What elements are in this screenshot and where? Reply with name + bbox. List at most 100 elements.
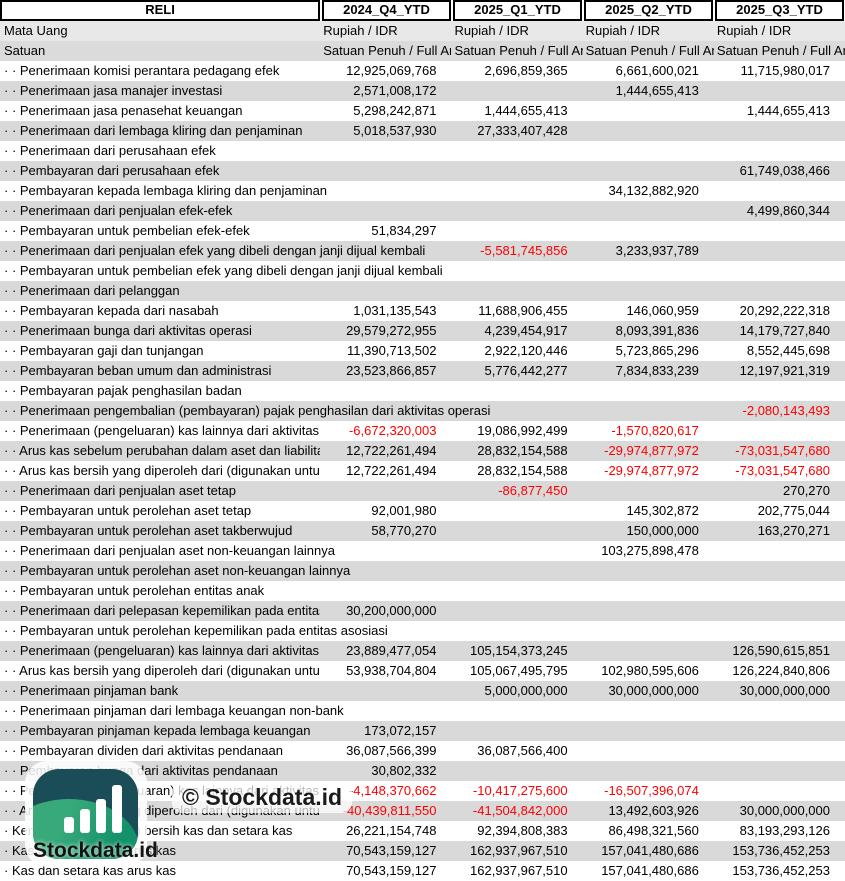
unit-row: Satuan Satuan Penuh / Full AmountSatuan … — [0, 41, 845, 61]
table-row: · · Pembayaran untuk perolehan entitas a… — [0, 581, 845, 601]
currency-value: Rupiah / IDR — [716, 23, 792, 38]
row-label: · · Pembayaran kepada dari nasabah — [4, 303, 219, 318]
row-label: · · Arus kas sebelum perubahan dalam ase… — [4, 443, 320, 458]
table-row: · · Pembayaran kepada lembaga kliring da… — [0, 181, 845, 201]
row-label: · · Pembayaran dividen dari aktivitas pe… — [4, 743, 283, 758]
row-label: · · Pembayaran gaji dan tunjangan — [4, 343, 204, 358]
value-cell — [714, 221, 845, 241]
table-row: · · Pembayaran untuk perolehan aset non-… — [0, 561, 845, 581]
value-cell: 34,132,882,920 — [608, 183, 699, 198]
value-cell: 2,922,120,446 — [484, 343, 568, 358]
table-row: · · Penerimaan (pengeluaran) kas lainnya… — [0, 641, 845, 661]
value-cell — [583, 481, 714, 501]
value-cell: 1,031,135,543 — [353, 303, 437, 318]
value-cell — [583, 641, 714, 661]
value-cell: -41,504,842,000 — [472, 803, 568, 818]
value-cell: 51,834,297 — [371, 223, 437, 238]
value-cell: 157,041,480,686 — [601, 863, 699, 878]
value-cell: 6,661,600,021 — [615, 63, 699, 78]
value-cell: 92,001,980 — [371, 503, 437, 518]
value-cell — [583, 221, 714, 241]
value-cell — [451, 601, 582, 621]
row-label: · · Penerimaan dari penjualan efek yang … — [4, 243, 426, 258]
value-cell — [714, 761, 845, 781]
value-cell: 83,193,293,126 — [739, 823, 830, 838]
value-cell — [714, 121, 845, 141]
table-row: · · Pembayaran untuk perolehan aset teta… — [0, 501, 845, 521]
value-cell: -29,974,877,972 — [604, 443, 699, 458]
row-label: · · Penerimaan dari penjualan aset non-k… — [4, 543, 335, 558]
value-cell: 5,723,865,296 — [615, 343, 699, 358]
table-row: · · Penerimaan pinjaman dari lembaga keu… — [0, 701, 845, 721]
value-cell: 12,197,921,319 — [739, 363, 830, 378]
value-cell: 103,275,898,478 — [601, 543, 699, 558]
row-label: · · Penerimaan dari lembaga kliring dan … — [4, 123, 303, 138]
value-cell: 58,770,270 — [371, 523, 437, 538]
value-cell: 36,087,566,400 — [477, 743, 568, 758]
row-label: · · Arus kas bersih yang diperoleh dari … — [4, 463, 320, 478]
value-cell: 30,000,000,000 — [608, 683, 699, 698]
row-label: · · Pembayaran kepada lembaga kliring da… — [4, 183, 328, 198]
value-cell: 70,543,159,127 — [346, 843, 437, 858]
value-cell: 173,072,157 — [364, 723, 437, 738]
value-cell: 105,067,495,795 — [470, 663, 568, 678]
table-row: · · Penerimaan dari perusahaan efek — [0, 141, 845, 161]
value-cell: 12,925,069,768 — [346, 63, 437, 78]
value-cell: 30,802,332 — [371, 763, 437, 778]
value-cell: 2,696,859,365 — [484, 63, 568, 78]
table-body: · · Penerimaan komisi perantara pedagang… — [0, 61, 845, 881]
value-cell — [583, 741, 714, 761]
table-row: · · Pembayaran untuk pembelian efek yang… — [0, 261, 845, 281]
row-label: · · Penerimaan jasa manajer investasi — [4, 83, 223, 98]
row-label: · · Pembayaran pinjaman kepada lembaga k… — [4, 723, 311, 738]
value-cell: 126,224,840,806 — [732, 663, 830, 678]
row-label: · · Penerimaan pengembalian (pembayaran)… — [4, 403, 491, 418]
value-cell: -16,507,396,074 — [604, 783, 699, 798]
row-label: · · Penerimaan pinjaman dari lembaga keu… — [4, 703, 344, 718]
value-cell: 30,200,000,000 — [346, 603, 437, 618]
table-row: · · Penerimaan dari pelanggan — [0, 281, 845, 301]
quarter-header: 2025_Q2_YTD — [584, 0, 713, 21]
table-row: · · Penerimaan pengembalian (pembayaran)… — [0, 401, 845, 421]
value-cell: 23,523,866,857 — [346, 363, 437, 378]
value-cell: 8,552,445,698 — [746, 343, 830, 358]
watermark-brand-text: Stockdata.id — [33, 839, 158, 862]
row-label: · · Pembayaran untuk perolehan kepemilik… — [4, 623, 388, 638]
row-label: · · Pembayaran untuk perolehan aset takb… — [4, 523, 293, 538]
value-cell: 146,060,959 — [626, 303, 699, 318]
table-row: · · Pembayaran gaji dan tunjangan 11,390,… — [0, 341, 845, 361]
value-cell: 8,093,391,836 — [615, 323, 699, 338]
value-cell: 12,722,261,494 — [346, 463, 437, 478]
value-cell: 92,394,808,383 — [477, 823, 568, 838]
currency-value: Rupiah / IDR — [585, 23, 661, 38]
value-cell — [714, 81, 845, 101]
value-cell: 157,041,480,686 — [601, 843, 699, 858]
table-row: · · Pembayaran dari perusahaan efek 61,74… — [0, 161, 845, 181]
value-cell — [451, 81, 582, 101]
value-cell — [451, 501, 582, 521]
table-row: · · Penerimaan pinjaman bank 5,000,000,00… — [0, 681, 845, 701]
value-cell: 153,736,452,253 — [732, 843, 830, 858]
value-cell: 19,086,992,499 — [477, 423, 568, 438]
value-cell: 1,444,655,413 — [615, 83, 699, 98]
currency-row: Mata Uang Rupiah / IDR Rupiah / IDR Rupiah… — [0, 21, 845, 41]
row-label: · · Pembayaran dari perusahaan efek — [4, 163, 220, 178]
table-row: · · Pembayaran untuk pembelian efek-efek… — [0, 221, 845, 241]
value-cell: -86,877,450 — [498, 483, 568, 498]
value-cell: 7,834,833,239 — [615, 363, 699, 378]
table-row: · · Pembayaran pinjaman kepada lembaga k… — [0, 721, 845, 741]
table-row: · · Arus kas bersih yang diperoleh dari … — [0, 461, 845, 481]
value-cell: 4,239,454,917 — [484, 323, 568, 338]
table-row: · · Penerimaan dari penjualan aset tetap… — [0, 481, 845, 501]
value-cell: -73,031,547,680 — [735, 463, 830, 478]
value-cell — [451, 761, 582, 781]
unit-value: Satuan Penuh / Full Amount — [585, 43, 714, 58]
table-row: · · Pembayaran dividen dari aktivitas pe… — [0, 741, 845, 761]
table-row: · · Penerimaan dari lembaga kliring dan … — [0, 121, 845, 141]
table-row: · · Penerimaan dari pelepasan kepemilika… — [0, 601, 845, 621]
value-cell: -10,417,275,600 — [472, 783, 568, 798]
row-label: · · Penerimaan (pengeluaran) kas lainnya… — [4, 643, 320, 658]
row-label: · · Pembayaran untuk pembelian efek-efek — [4, 223, 250, 238]
value-cell — [583, 101, 714, 121]
value-cell: -6,672,320,003 — [348, 423, 437, 438]
